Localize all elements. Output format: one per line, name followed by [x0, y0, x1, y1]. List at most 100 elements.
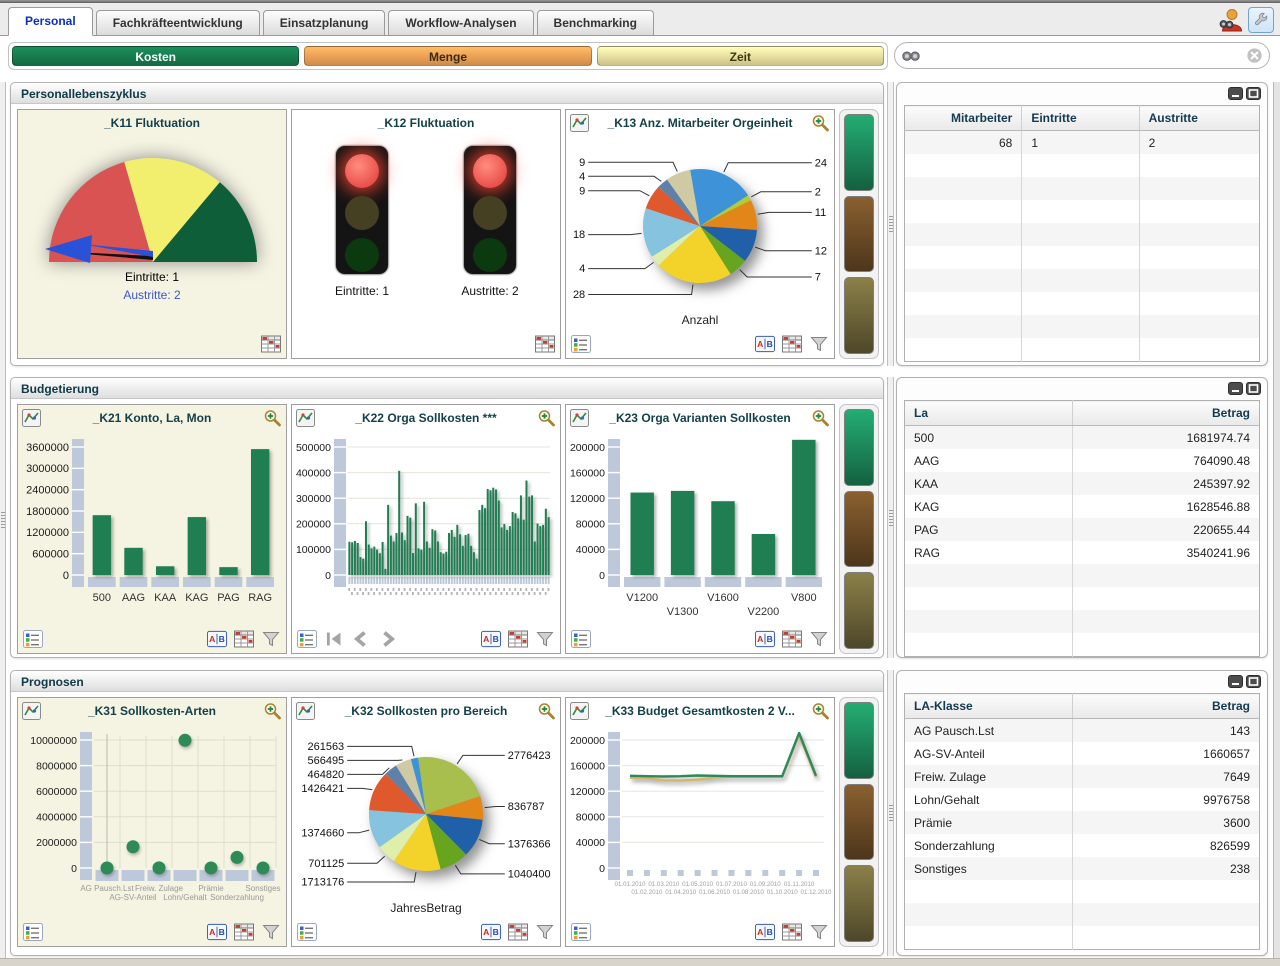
table-row[interactable]: Sonstiges 238	[904, 857, 1260, 880]
table-view-icon[interactable]	[782, 923, 802, 941]
table-view-icon[interactable]	[535, 335, 555, 353]
chart-settings-icon[interactable]	[570, 409, 589, 427]
legend-icon[interactable]	[297, 630, 317, 648]
tab-fachkraefteentwicklung[interactable]: Fachkräfteentwicklung	[95, 10, 260, 35]
table-row[interactable]: Freiw. Zulage 7649	[904, 765, 1260, 788]
previous-page-icon[interactable]	[351, 630, 371, 648]
menge-button[interactable]: Menge	[304, 46, 592, 66]
table-row[interactable]	[905, 246, 1260, 269]
user-search-icon[interactable]	[1217, 7, 1243, 33]
tab-benchmarking[interactable]: Benchmarking	[536, 10, 654, 35]
la-betrag-table[interactable]: La Betrag 500 1681974.74 AAG 764090.48 KAA 2453…	[904, 400, 1260, 657]
table-row[interactable]	[904, 177, 1260, 200]
chart-settings-icon[interactable]	[22, 409, 41, 427]
table-row[interactable]: KAG 1628546.88	[905, 495, 1260, 518]
k31-scatter-canvas[interactable]: 0 2000000 4000000 6000000 8000000 10000000 AG …	[18, 722, 286, 918]
legend-icon[interactable]	[297, 923, 317, 941]
filter-icon[interactable]	[809, 923, 829, 941]
minimize-icon[interactable]	[1228, 382, 1243, 395]
zoom-in-icon[interactable]	[263, 702, 282, 720]
table-row[interactable]: 500 1681974.74	[904, 425, 1260, 449]
table-row[interactable]: 68 1 2	[904, 130, 1260, 154]
swatch-green[interactable]	[844, 114, 874, 191]
table-row[interactable]	[905, 880, 1260, 903]
search-input[interactable]	[921, 44, 1246, 67]
k32-pie-canvas[interactable]: 261563 566495 464820 1426421 1374660 701125 17…	[292, 722, 560, 918]
zoom-in-icon[interactable]	[263, 409, 282, 427]
filter-icon[interactable]	[535, 923, 555, 941]
clear-search-icon[interactable]	[1246, 47, 1263, 64]
settings-wrench-button[interactable]	[1248, 7, 1274, 33]
maximize-icon[interactable]	[1246, 382, 1261, 395]
table-row[interactable]: AAG 764090.48	[905, 449, 1260, 472]
table-view-icon[interactable]	[234, 923, 254, 941]
table-view-icon[interactable]	[508, 923, 528, 941]
table-row[interactable]	[904, 223, 1260, 246]
table-row[interactable]: RAG 3540241.96	[905, 541, 1260, 564]
kosten-button[interactable]: Kosten	[12, 46, 300, 66]
table-row[interactable]	[904, 903, 1260, 926]
column-header[interactable]: Austritte	[1138, 105, 1260, 131]
chart-settings-icon[interactable]	[22, 702, 41, 720]
column-header[interactable]: La	[904, 400, 1073, 426]
filter-icon[interactable]	[809, 335, 829, 353]
filter-icon[interactable]	[535, 630, 555, 648]
vertical-splitter[interactable]	[887, 82, 894, 366]
swatch-green[interactable]	[844, 409, 874, 486]
k12-traffic-canvas[interactable]: Eintritte: 1 Austritte: 2	[292, 134, 560, 330]
la-klasse-table[interactable]: LA-Klasse Betrag AG Pausch.Lst 143 AG-SV-Ant…	[904, 693, 1260, 950]
swatch-brown[interactable]	[844, 490, 874, 568]
vertical-splitter[interactable]	[887, 670, 894, 956]
filter-icon[interactable]	[261, 923, 281, 941]
table-row[interactable]	[905, 200, 1260, 223]
column-header[interactable]: Betrag	[1071, 693, 1260, 719]
table-row[interactable]	[905, 338, 1260, 362]
legend-icon[interactable]	[571, 335, 591, 353]
table-row[interactable]: AG Pausch.Lst 143	[904, 718, 1260, 742]
tab-workflow-analysen[interactable]: Workflow-Analysen	[388, 10, 534, 35]
table-view-icon[interactable]	[234, 630, 254, 648]
maximize-icon[interactable]	[1246, 87, 1261, 100]
swatch-olive[interactable]	[844, 572, 874, 650]
column-header[interactable]: LA-Klasse	[904, 693, 1073, 719]
maximize-icon[interactable]	[1246, 675, 1261, 688]
table-row[interactable]	[905, 926, 1260, 950]
legend-icon[interactable]	[571, 630, 591, 648]
k21-bar-canvas[interactable]: 0 600000 1200000 1800000 2400000 3000000 36000…	[18, 429, 286, 625]
k11-gauge-canvas[interactable]: Eintritte: 1 Austritte: 2	[18, 134, 286, 330]
next-page-icon[interactable]	[378, 630, 398, 648]
legend-icon[interactable]	[23, 630, 43, 648]
table-row[interactable]: Lohn/Gehalt 9976758	[905, 788, 1260, 811]
swatch-olive[interactable]	[844, 277, 874, 355]
table-view-icon[interactable]	[261, 335, 281, 353]
legend-icon[interactable]	[23, 923, 43, 941]
swatch-brown[interactable]	[844, 195, 874, 273]
table-row[interactable]: PAG 220655.44	[904, 518, 1260, 541]
table-row[interactable]	[905, 587, 1260, 610]
mitarbeiter-table[interactable]: Mitarbeiter Eintritte Austritte 68 1 2	[904, 105, 1260, 362]
k22-bar-canvas[interactable]: 0 100000 200000 300000 400000 500000	[292, 429, 560, 625]
left-splitter-rail[interactable]	[0, 82, 6, 958]
swatch-olive[interactable]	[844, 865, 874, 943]
filter-icon[interactable]	[809, 630, 829, 648]
zoom-in-icon[interactable]	[811, 702, 830, 720]
chart-settings-icon[interactable]	[570, 702, 589, 720]
first-page-icon[interactable]	[324, 630, 344, 648]
minimize-icon[interactable]	[1228, 675, 1243, 688]
table-row[interactable]: AG-SV-Anteil 1660657	[905, 742, 1260, 765]
column-header[interactable]: Eintritte	[1021, 105, 1140, 131]
chart-settings-icon[interactable]	[570, 114, 589, 132]
table-row[interactable]	[905, 292, 1260, 315]
zeit-button[interactable]: Zeit	[596, 46, 884, 66]
legend-icon[interactable]	[571, 923, 591, 941]
k23-bar-canvas[interactable]: 0 40000 80000 120000 160000 200000 V1200 V1300 V…	[566, 429, 834, 625]
chart-settings-icon[interactable]	[296, 409, 315, 427]
scrollbar-track[interactable]	[1273, 82, 1280, 958]
table-row[interactable]: KAA 245397.92	[904, 472, 1260, 495]
table-row[interactable]	[904, 564, 1260, 587]
table-view-icon[interactable]	[782, 335, 802, 353]
